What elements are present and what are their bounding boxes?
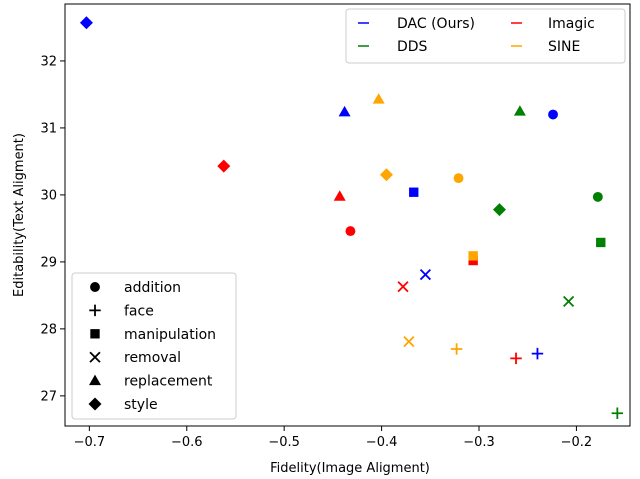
data-point xyxy=(611,407,624,419)
x-tick-label: −0.5 xyxy=(268,435,300,450)
legend-marker xyxy=(89,304,101,317)
data-point xyxy=(372,93,385,104)
y-tick-label: 31 xyxy=(40,121,57,136)
data-point xyxy=(397,281,409,293)
axes: −0.7 −0.6 −0.5 −0.4 −0.3 −0.2 27 28 29 30 31 32 xyxy=(40,3,631,450)
data-point xyxy=(513,105,526,116)
data-point xyxy=(548,109,558,120)
y-axis-label: Editability(Text Aligment) xyxy=(12,133,27,297)
legend-label: face xyxy=(124,303,154,319)
legend-label: replacement xyxy=(124,374,213,390)
data-point xyxy=(79,16,93,30)
legend-label: addition xyxy=(124,280,181,296)
data-point xyxy=(492,203,506,217)
legend-marker xyxy=(88,397,102,411)
legend-label: style xyxy=(124,397,158,413)
data-point xyxy=(379,168,393,182)
legends: DAC (Ours) DDS Imagic SINE addition face manip… xyxy=(71,8,626,420)
method-legend-box xyxy=(345,8,626,64)
x-tick-label: −0.3 xyxy=(463,435,495,450)
data-point xyxy=(592,191,603,202)
x-tick-label: −0.4 xyxy=(366,435,398,450)
data-point xyxy=(333,190,346,201)
data-point xyxy=(217,159,231,173)
data-point xyxy=(596,237,606,248)
plot-frame xyxy=(64,3,631,427)
legend-label: removal xyxy=(124,350,181,366)
data-point xyxy=(510,352,522,365)
task-legend-box xyxy=(71,272,237,420)
data-point xyxy=(563,295,575,307)
data-point xyxy=(403,336,415,348)
y-tick-label: 32 xyxy=(40,54,57,69)
plot-area xyxy=(79,16,624,419)
data-point xyxy=(468,251,478,261)
x-axis-label: Fidelity(Image Aligment) xyxy=(270,461,430,476)
data-point xyxy=(531,347,544,360)
data-point xyxy=(345,226,356,237)
legend-marker xyxy=(89,351,101,363)
legend-label: SINE xyxy=(548,39,580,55)
legend-label: manipulation xyxy=(124,327,216,343)
y-tick-label: 30 xyxy=(40,188,57,203)
data-point xyxy=(409,187,419,197)
data-point xyxy=(419,269,432,281)
x-tick-label: −0.2 xyxy=(561,435,593,450)
data-point xyxy=(338,105,351,117)
legend-marker xyxy=(90,329,100,339)
y-tick-label: 28 xyxy=(40,322,57,337)
data-point xyxy=(453,173,464,184)
x-tick-label: −0.6 xyxy=(171,435,203,450)
data-point xyxy=(450,343,463,355)
legend-marker xyxy=(89,374,101,386)
legend-label: DAC (Ours) xyxy=(397,16,475,32)
legend-label: Imagic xyxy=(548,16,595,32)
x-tick-label: −0.7 xyxy=(74,435,106,450)
y-tick-label: 27 xyxy=(40,389,57,404)
y-tick-label: 29 xyxy=(40,255,57,270)
legend-label: DDS xyxy=(397,39,428,55)
data-point xyxy=(468,255,478,266)
legend-marker xyxy=(90,282,100,292)
